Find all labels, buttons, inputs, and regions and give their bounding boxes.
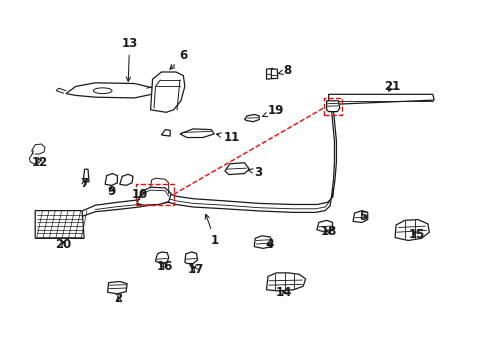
Polygon shape [316, 220, 332, 232]
Polygon shape [326, 101, 339, 112]
Text: 19: 19 [262, 104, 284, 117]
Polygon shape [161, 130, 170, 136]
Polygon shape [254, 236, 272, 248]
Polygon shape [352, 211, 367, 222]
Text: 13: 13 [121, 37, 138, 81]
Polygon shape [66, 83, 154, 98]
Polygon shape [271, 69, 277, 78]
Text: 6: 6 [170, 49, 187, 69]
Polygon shape [83, 169, 89, 182]
Polygon shape [107, 282, 127, 294]
Text: 20: 20 [55, 238, 72, 251]
Polygon shape [184, 252, 197, 264]
Polygon shape [105, 174, 117, 185]
Text: 12: 12 [32, 156, 48, 169]
Polygon shape [244, 114, 259, 122]
Text: 9: 9 [107, 185, 115, 198]
Polygon shape [120, 174, 133, 185]
Polygon shape [150, 72, 184, 112]
Text: 8: 8 [278, 64, 291, 77]
Text: 1: 1 [205, 214, 219, 247]
Text: 10: 10 [131, 188, 147, 201]
Text: 5: 5 [358, 210, 366, 222]
Text: 3: 3 [248, 166, 262, 179]
Text: 17: 17 [187, 263, 203, 276]
Text: 2: 2 [114, 292, 122, 305]
Polygon shape [35, 211, 84, 238]
Text: 18: 18 [320, 225, 336, 238]
Polygon shape [266, 68, 273, 79]
Polygon shape [180, 129, 214, 138]
Text: 7: 7 [80, 177, 88, 190]
Polygon shape [328, 94, 433, 104]
Polygon shape [137, 187, 171, 205]
Polygon shape [266, 273, 305, 291]
Polygon shape [155, 252, 168, 264]
Text: 4: 4 [265, 238, 273, 251]
Text: 15: 15 [407, 228, 424, 241]
Text: 14: 14 [275, 286, 291, 299]
Text: 21: 21 [383, 80, 400, 93]
Polygon shape [224, 163, 249, 175]
Text: 11: 11 [216, 131, 240, 144]
Polygon shape [394, 220, 428, 240]
Text: 16: 16 [157, 260, 173, 273]
